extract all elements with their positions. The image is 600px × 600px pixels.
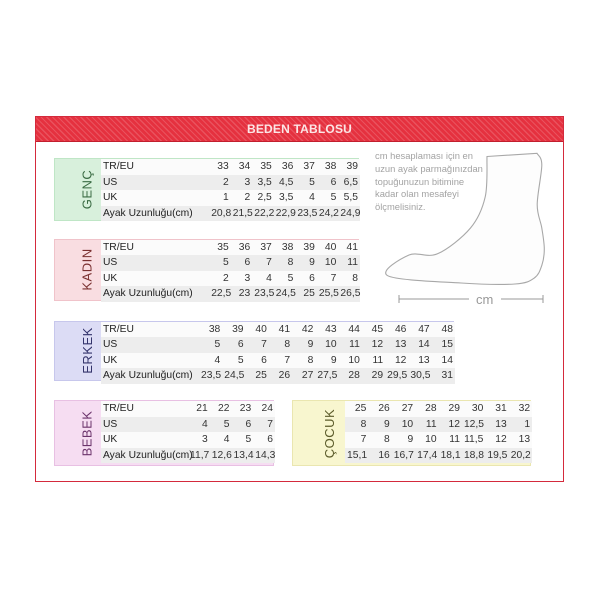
svg-text:cm: cm	[476, 292, 493, 307]
